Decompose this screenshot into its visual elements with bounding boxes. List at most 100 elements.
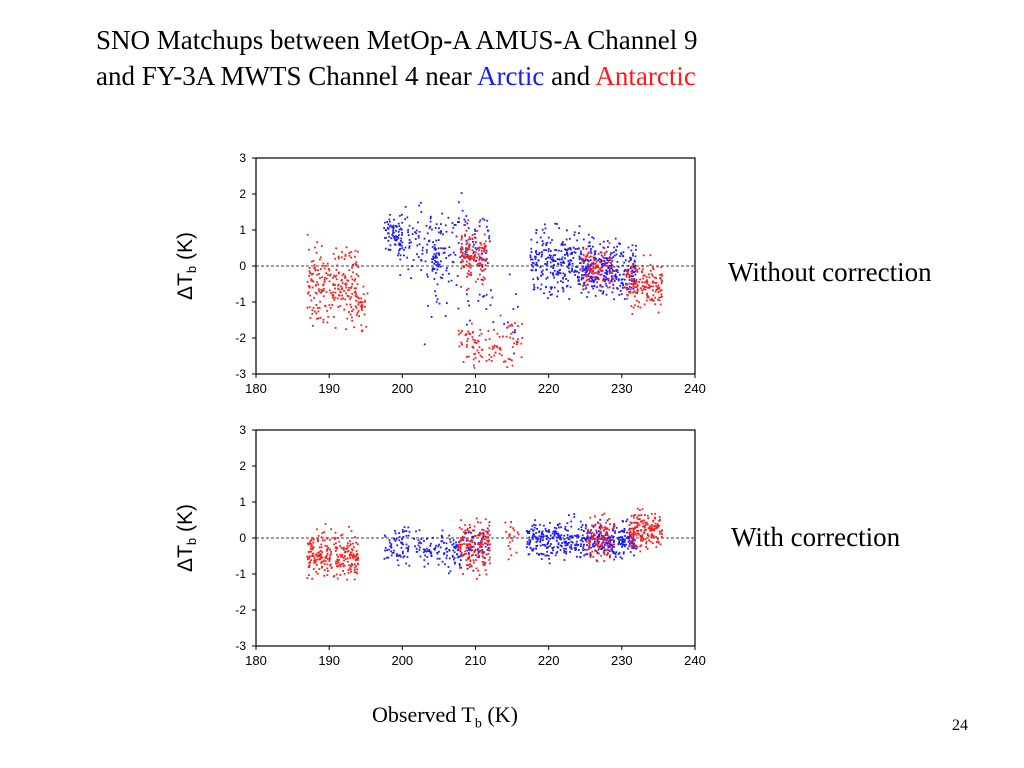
y-tick-label: -2 (235, 603, 246, 617)
data-point (311, 286, 314, 289)
data-point (469, 333, 472, 336)
data-point (619, 289, 622, 292)
data-point (337, 561, 340, 564)
data-point (467, 273, 470, 276)
data-point (583, 260, 586, 262)
data-point (309, 550, 312, 553)
data-point (491, 296, 494, 299)
data-point (651, 275, 654, 277)
data-point (469, 255, 472, 257)
data-point (509, 358, 512, 361)
data-point (594, 265, 597, 268)
y-tick-label: -1 (235, 567, 246, 581)
data-point (334, 327, 337, 329)
data-point (613, 254, 616, 257)
data-point (576, 544, 579, 547)
data-point (528, 543, 531, 546)
data-point (470, 272, 472, 274)
data-point (350, 296, 353, 299)
data-point (472, 536, 474, 538)
data-point (345, 547, 348, 550)
data-point (654, 522, 657, 525)
data-point (549, 544, 552, 547)
data-point (623, 527, 626, 530)
data-point (592, 545, 595, 548)
data-point (314, 291, 317, 294)
data-point (536, 286, 539, 289)
data-point (659, 543, 662, 546)
data-point (356, 250, 359, 253)
data-point (606, 258, 608, 261)
data-point (468, 255, 471, 258)
data-point (508, 535, 511, 537)
data-point (551, 239, 553, 241)
data-point (480, 542, 482, 544)
data-point (556, 258, 559, 260)
data-point (604, 526, 606, 528)
data-point (356, 572, 359, 575)
data-point (562, 276, 564, 279)
data-point (622, 273, 625, 276)
data-point (407, 548, 410, 551)
data-point (478, 554, 481, 557)
data-point (434, 259, 437, 262)
data-point (475, 577, 478, 580)
data-point (465, 345, 468, 348)
data-point (459, 548, 462, 550)
data-point (466, 222, 469, 225)
data-point (527, 531, 530, 534)
data-point (330, 553, 333, 556)
data-point (482, 295, 484, 298)
data-point (595, 550, 598, 553)
data-point (550, 287, 553, 290)
data-point (480, 257, 483, 260)
data-point (592, 536, 595, 539)
data-point (509, 536, 512, 539)
data-point (636, 284, 639, 287)
data-point (355, 571, 358, 574)
data-point (341, 294, 344, 297)
data-point (598, 547, 601, 550)
data-point (509, 548, 512, 550)
data-point (413, 537, 416, 540)
data-point (460, 192, 463, 194)
data-point (611, 272, 613, 275)
data-point (345, 558, 347, 561)
data-point (461, 254, 464, 256)
data-point (448, 272, 450, 275)
data-point (606, 519, 609, 522)
data-point (654, 296, 657, 299)
y-axis-label-main: ΔT (174, 273, 197, 300)
data-point (434, 546, 437, 549)
data-point (621, 544, 624, 547)
data-point (478, 249, 481, 252)
data-point (353, 569, 356, 571)
data-point (557, 273, 560, 276)
data-point (621, 520, 624, 522)
data-point (470, 531, 472, 534)
data-point (638, 518, 641, 521)
data-point (592, 535, 595, 538)
data-point (469, 543, 471, 546)
data-point (555, 273, 558, 276)
data-point (330, 550, 332, 553)
data-point (348, 555, 351, 557)
data-point (481, 356, 483, 359)
data-point (445, 267, 448, 269)
data-point (346, 557, 349, 560)
data-point (569, 247, 572, 249)
data-point (460, 528, 463, 531)
title-arctic-word: Arctic (476, 61, 545, 91)
data-point (598, 533, 600, 536)
data-point (626, 286, 628, 289)
data-point (603, 546, 606, 549)
data-point (589, 538, 592, 541)
data-point (610, 275, 613, 277)
data-point (397, 230, 400, 233)
data-point (605, 269, 608, 272)
data-point (405, 562, 408, 565)
x-axis-label: Observed Tb (K) (372, 702, 518, 732)
data-point (595, 543, 597, 545)
data-point (334, 257, 337, 260)
data-point (483, 250, 486, 253)
